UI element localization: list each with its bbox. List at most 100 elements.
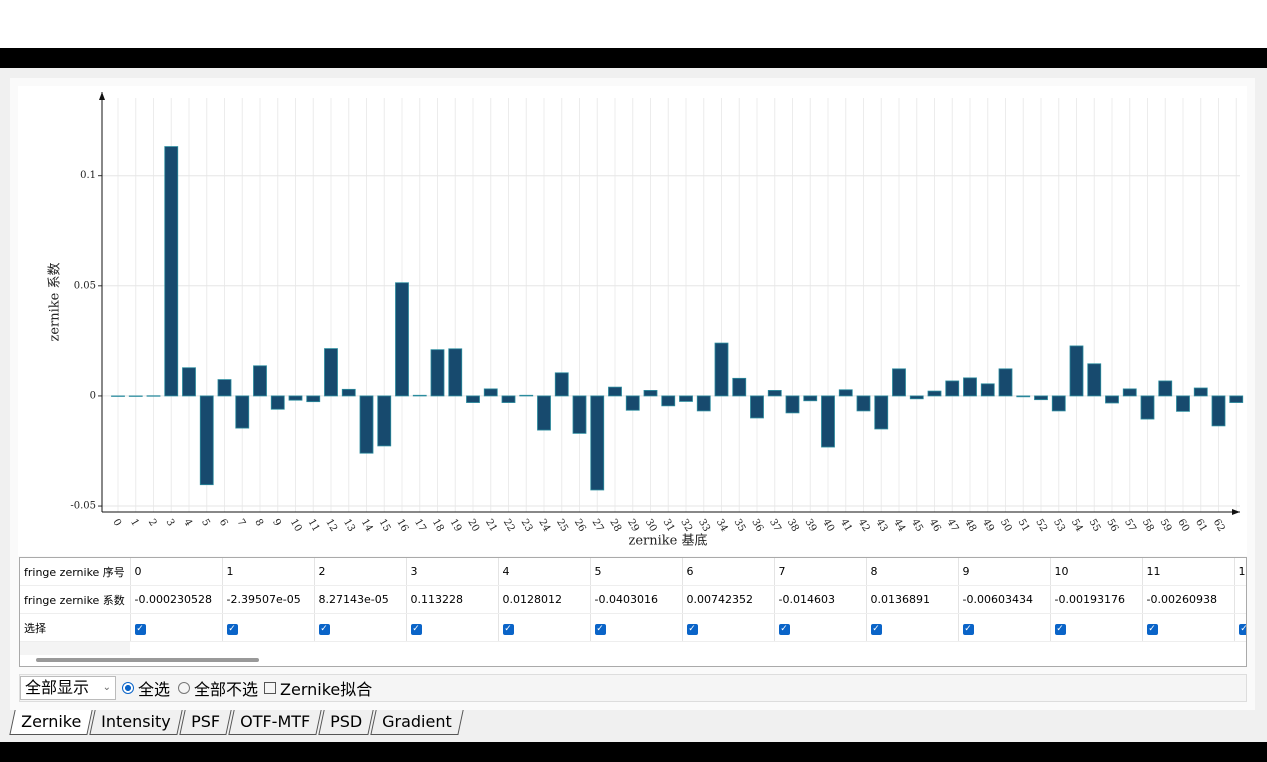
- bar: [501, 395, 516, 403]
- bar: [466, 395, 480, 403]
- bar: [324, 348, 338, 397]
- select-cell: ✓: [498, 613, 591, 642]
- index-cell: 9: [958, 558, 1051, 586]
- bar: [572, 395, 587, 434]
- bar: [1158, 380, 1173, 397]
- y-axis-label: zernike 系数: [48, 263, 63, 342]
- bar: [945, 380, 960, 397]
- bar: [519, 394, 534, 397]
- checkbox[interactable]: ✓: [1146, 623, 1158, 635]
- bar: [661, 395, 676, 407]
- bar: [838, 389, 853, 397]
- top-bar: [0, 48, 1267, 68]
- checkbox[interactable]: ✓: [1054, 623, 1066, 635]
- tab-label: Intensity: [101, 712, 171, 731]
- bar: [306, 395, 321, 403]
- select-cell: ✓: [590, 613, 683, 642]
- bar: [1211, 395, 1226, 427]
- tab-label: Zernike: [21, 712, 82, 731]
- coefficient-cell: -0.00260938: [1142, 585, 1235, 614]
- x-tick-label: 5: [199, 517, 212, 528]
- radio-all[interactable]: [122, 682, 134, 694]
- tab-label: OTF-MTF: [239, 712, 311, 731]
- bar: [767, 390, 782, 397]
- coefficient-cell: -0.00603434: [958, 585, 1051, 614]
- tab[interactable]: PSF: [179, 710, 232, 735]
- checkbox[interactable]: ✓: [962, 623, 974, 635]
- index-cell: 10: [1050, 558, 1143, 586]
- tab[interactable]: Zernike: [9, 710, 93, 735]
- table-row: 选择✓✓✓✓✓✓✓✓✓✓✓✓✓: [20, 613, 1246, 642]
- x-tick-label: 9: [270, 517, 283, 528]
- fit-checkbox[interactable]: [264, 682, 277, 694]
- bar: [182, 367, 196, 397]
- coefficient-cell: -0.014603: [774, 585, 867, 614]
- index-cell: 6: [682, 558, 775, 586]
- checkbox[interactable]: ✓: [778, 623, 790, 635]
- bar: [608, 386, 622, 397]
- coefficient-cell: -0.000230528: [130, 585, 223, 614]
- index-cell: 4: [498, 558, 591, 586]
- coefficient-cell: 0.0136891: [866, 585, 959, 614]
- bar: [927, 390, 942, 397]
- checkbox[interactable]: ✓: [134, 623, 146, 635]
- tab[interactable]: Intensity: [89, 710, 183, 735]
- tab[interactable]: Gradient: [370, 710, 464, 735]
- scrollbar[interactable]: [36, 658, 259, 662]
- select-cell: ✓: [406, 613, 499, 642]
- y-tick-label: 0: [90, 390, 96, 401]
- coefficient-cell: 0.0128012: [498, 585, 591, 614]
- checkbox[interactable]: ✓: [870, 623, 882, 635]
- bar: [998, 368, 1013, 397]
- bar: [235, 395, 250, 429]
- bar: [146, 395, 161, 397]
- coefficient-cell: -0.0403016: [590, 585, 683, 614]
- bar: [1016, 395, 1031, 398]
- bar: [980, 383, 995, 397]
- coefficient-cell: 8.27143e-05: [314, 585, 407, 614]
- table-row: fringe zernike 序号0123456789101112: [20, 558, 1246, 586]
- chart: zernike 系数 zernike 基底 0 1 2 3 4 5 6 7 8 9 10 11 12 13…: [47, 92, 1244, 549]
- checkbox[interactable]: ✓: [410, 623, 422, 635]
- y-tick-label: -0.05: [70, 501, 96, 512]
- select-cell: ✓: [130, 613, 223, 642]
- bar: [341, 388, 356, 397]
- bar: [1087, 363, 1102, 397]
- bar: [590, 395, 605, 491]
- x-tick-label: 7: [234, 517, 247, 528]
- checkbox[interactable]: ✓: [502, 623, 514, 635]
- coefficient-cell: 0.00742352: [682, 585, 775, 614]
- select-cell: ✓: [314, 613, 407, 642]
- checkbox[interactable]: ✓: [686, 623, 698, 635]
- bar: [1193, 387, 1208, 397]
- bar: [217, 379, 232, 397]
- bar: [164, 146, 179, 397]
- bar: [821, 395, 835, 448]
- bottom-bar: [0, 742, 1267, 762]
- bar: [359, 395, 374, 454]
- y-arrow: [99, 92, 105, 100]
- checkbox[interactable]: ✓: [1238, 623, 1246, 635]
- radio-none[interactable]: [178, 682, 191, 694]
- index-cell: 3: [406, 558, 499, 586]
- select-cell: ✓: [1142, 613, 1235, 642]
- tab[interactable]: PSD: [318, 710, 374, 735]
- checkbox[interactable]: ✓: [226, 623, 238, 635]
- select-cell: ✓: [1234, 613, 1246, 642]
- checkbox[interactable]: ✓: [594, 623, 606, 635]
- bar: [1122, 388, 1137, 397]
- bar: [412, 394, 427, 397]
- bar: [909, 395, 924, 400]
- index-cell: 8: [866, 558, 959, 586]
- coefficient-cell: -0.00193176: [1050, 585, 1143, 614]
- bar: [1140, 395, 1155, 420]
- display-select[interactable]: 全部显示 ⌄: [20, 676, 116, 700]
- radio-none-label: 全部不选: [194, 680, 259, 699]
- row-header: fringe zernike 序号: [20, 558, 131, 586]
- x-tick-label: 1: [128, 517, 141, 528]
- select-cell: ✓: [774, 613, 867, 642]
- checkbox[interactable]: ✓: [318, 623, 330, 635]
- tab[interactable]: OTF-MTF: [228, 710, 322, 735]
- index-cell: 12: [1234, 558, 1246, 586]
- bar: [963, 377, 977, 397]
